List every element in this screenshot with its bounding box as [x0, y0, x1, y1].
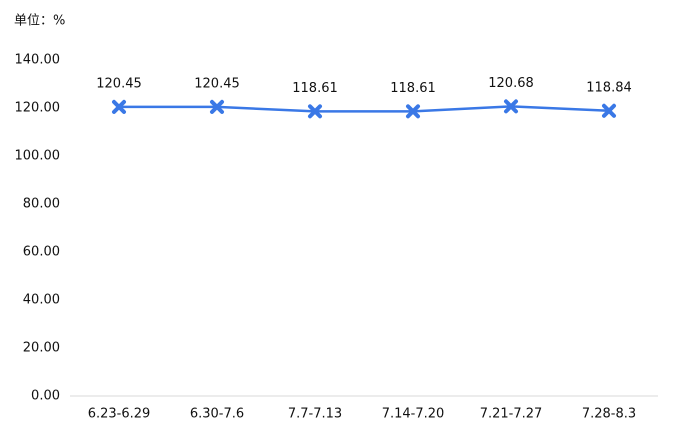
marker [504, 99, 518, 114]
y-tick-label: 100.00 [15, 149, 61, 164]
marker [308, 104, 322, 119]
y-tick-label: 120.00 [15, 101, 61, 116]
marker [112, 99, 126, 114]
y-tick-label: 140.00 [15, 53, 61, 68]
x-tick-label: 7.21-7.27 [480, 407, 543, 422]
x-tick-label: 7.7-7.13 [288, 407, 342, 422]
y-tick-label: 80.00 [23, 197, 60, 212]
marker [406, 104, 420, 119]
data-label: 120.45 [96, 76, 142, 91]
data-label: 118.61 [390, 81, 436, 96]
data-label: 118.84 [586, 80, 632, 95]
marker [210, 99, 224, 114]
y-tick-label: 0.00 [31, 389, 60, 404]
x-tick-label: 6.30-7.6 [190, 407, 244, 422]
x-tick-label: 7.14-7.20 [382, 407, 445, 422]
data-label: 120.68 [488, 76, 534, 91]
line [119, 105, 610, 113]
unit-label: 单位：% [14, 14, 65, 29]
y-tick-label: 20.00 [23, 341, 60, 356]
y-tick-label: 60.00 [23, 245, 60, 260]
x-tick-label: 7.28-8.3 [582, 407, 636, 422]
x-tick-label: 6.23-6.29 [88, 407, 151, 422]
data-label: 118.61 [292, 81, 338, 96]
marker [602, 103, 616, 118]
data-label: 120.45 [194, 76, 240, 91]
y-tick-label: 40.00 [23, 293, 60, 308]
